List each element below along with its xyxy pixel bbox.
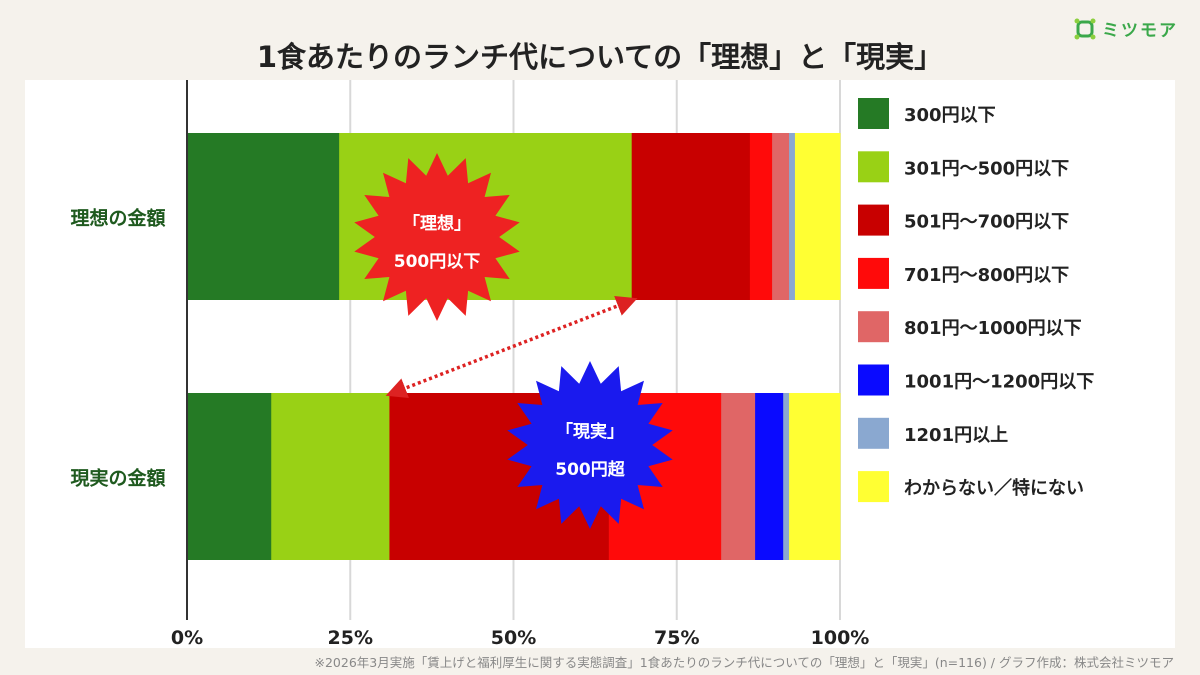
legend-swatch bbox=[858, 471, 889, 503]
legend-swatch bbox=[858, 151, 889, 183]
bar-segment bbox=[721, 393, 756, 560]
category-label: 理想の金額 bbox=[70, 207, 165, 230]
callout-text: 「現実」 bbox=[556, 421, 624, 442]
callout-text: 500円超 bbox=[555, 459, 625, 480]
legend-label: 501円〜700円以下 bbox=[904, 212, 1069, 233]
page-title: 1食あたりのランチ代についての「理想」と「現実」 bbox=[256, 40, 944, 74]
starburst-callout bbox=[354, 153, 520, 321]
legend-swatch bbox=[858, 417, 889, 449]
callout-text: 500円以下 bbox=[394, 252, 481, 272]
x-tick-label: 50% bbox=[491, 627, 536, 649]
legend-label: 1201円以上 bbox=[904, 425, 1008, 446]
legend-label: 300円以下 bbox=[904, 105, 996, 126]
category-label: 現実の金額 bbox=[70, 467, 165, 490]
bar-segment bbox=[749, 133, 773, 300]
starburst-callout bbox=[507, 361, 673, 529]
bar-segment bbox=[631, 133, 751, 300]
legend-swatch bbox=[858, 204, 889, 236]
bar-segment bbox=[789, 393, 841, 560]
footnote: ※2026年3月実施「賃上げと福利厚生に関する実態調査」1食あたりのランチ代につ… bbox=[314, 655, 1175, 670]
legend-label: 801円〜1000円以下 bbox=[904, 318, 1082, 339]
legend-label: 301円〜500円以下 bbox=[904, 158, 1069, 179]
bar-segment bbox=[755, 393, 784, 560]
x-tick-label: 100% bbox=[811, 627, 870, 649]
brand-name: ミツモア bbox=[1102, 21, 1178, 41]
x-tick-label: 0% bbox=[171, 627, 203, 649]
legend-swatch bbox=[858, 257, 889, 289]
bar-segment bbox=[789, 133, 796, 300]
x-tick-label: 25% bbox=[328, 627, 373, 649]
callout-text: 「理想」 bbox=[403, 213, 471, 234]
bar-segment bbox=[187, 133, 340, 300]
bar-segment bbox=[772, 133, 790, 300]
logo-icon bbox=[1074, 18, 1096, 39]
bar-segment bbox=[187, 393, 272, 560]
bar-segment bbox=[783, 393, 790, 560]
legend-swatch bbox=[858, 311, 889, 343]
legend-label: 1001円〜1200円以下 bbox=[904, 372, 1094, 393]
legend-label: わからない／特にない bbox=[904, 477, 1084, 499]
bar-segment bbox=[794, 133, 841, 300]
legend-swatch bbox=[858, 364, 889, 396]
x-tick-label: 75% bbox=[654, 627, 699, 649]
bar-segment bbox=[271, 393, 390, 560]
legend-label: 701円〜800円以下 bbox=[904, 265, 1069, 286]
brand-logo: ミツモア bbox=[1074, 16, 1178, 41]
legend-swatch bbox=[858, 98, 889, 129]
